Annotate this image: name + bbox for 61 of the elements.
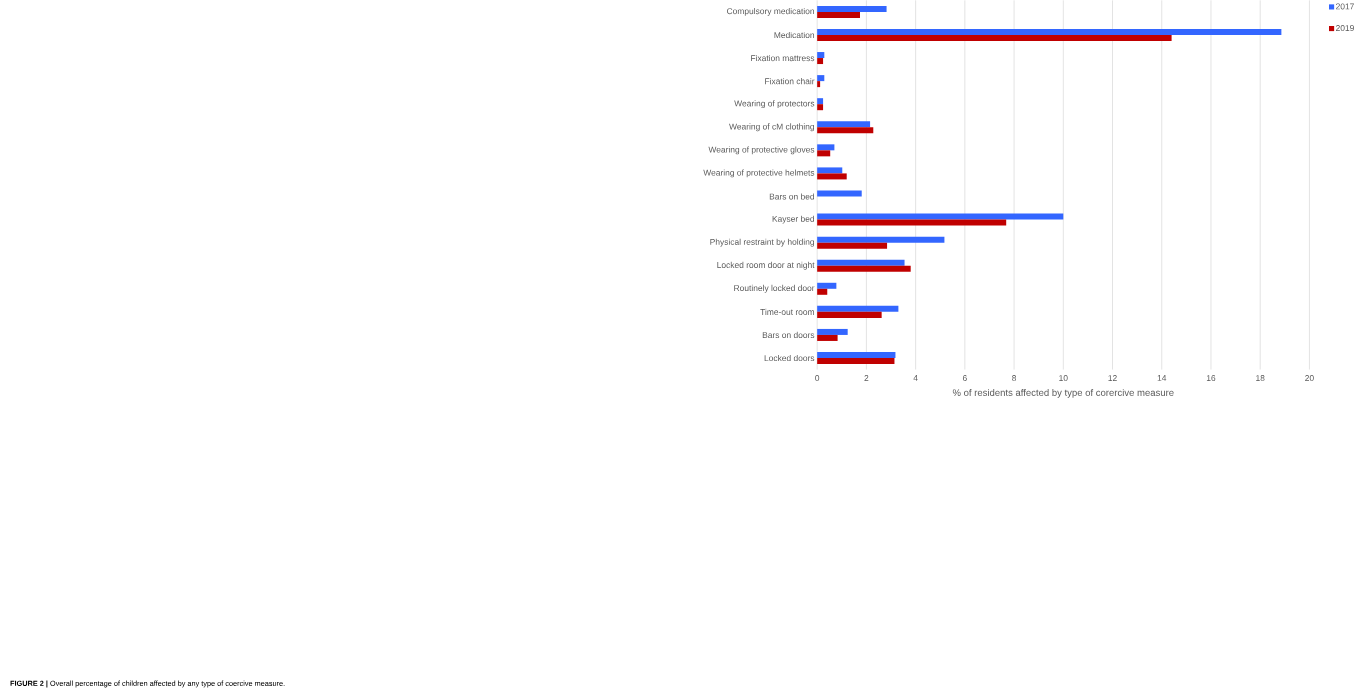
bar (817, 81, 821, 88)
bar (817, 127, 874, 134)
bar (817, 144, 835, 151)
y-tick-label: Time-out room (760, 308, 815, 315)
bar (817, 34, 1172, 41)
x-axis-title: % of residents affected by type of corercive measure (952, 388, 1174, 398)
y-tick-label: Routinely locked door (734, 284, 815, 293)
x-tick-label: 16 (1206, 374, 1216, 381)
y-tick-label: Medication (774, 31, 815, 38)
x-tick-label: 2 (864, 374, 869, 381)
bar (817, 51, 825, 58)
y-tick-label: Locked room door at night (717, 261, 815, 270)
bar (817, 57, 824, 64)
x-tick-label: 10 (1059, 374, 1068, 381)
bar (817, 219, 1007, 226)
y-tick-label: Compulsory medication (726, 7, 815, 16)
y-tick-label: Wearing of protective gloves (708, 146, 815, 155)
x-tick-label: 14 (1157, 374, 1167, 381)
y-tick-label: Locked doors (764, 354, 815, 361)
x-tick-label: 4 (913, 374, 918, 381)
x-tick-label: 8 (1012, 374, 1017, 381)
bar (817, 236, 945, 243)
y-tick-label: Wearing of cM clothing (729, 123, 815, 132)
bar (817, 190, 862, 197)
bar (817, 282, 837, 289)
y-tick-label: Fixation chair (765, 77, 815, 85)
bar (817, 167, 843, 174)
x-tick-label: 6 (962, 374, 967, 381)
x-tick-label: 12 (1108, 374, 1117, 381)
y-tick-label: Fixation mattress (751, 54, 815, 62)
bar (817, 288, 828, 295)
bar (817, 259, 905, 266)
x-tick-label: 18 (1256, 374, 1265, 381)
bar (817, 121, 871, 128)
bar (817, 311, 882, 318)
bar (817, 75, 825, 82)
bar (817, 357, 895, 364)
y-tick-label: Kayser bed (772, 215, 815, 224)
bar (817, 5, 887, 12)
bar (817, 150, 831, 157)
bar (817, 265, 911, 272)
y-tick-label: Physical restraint by holding (710, 238, 815, 247)
y-tick-label: Bars on bed (769, 193, 815, 200)
bar (817, 213, 1064, 220)
bar (817, 104, 824, 111)
bar (817, 334, 838, 341)
x-tick-label: 20 (1305, 374, 1314, 381)
bar (817, 351, 896, 358)
bar (817, 28, 1282, 35)
legend-label: 2019 (1336, 24, 1354, 31)
legend-label: 2017 (1336, 3, 1354, 10)
bar (817, 328, 848, 335)
bar (817, 11, 860, 18)
bar (817, 173, 847, 180)
x-tick-label: 0 (815, 374, 820, 381)
y-tick-label: Wearing of protectors (734, 100, 815, 109)
bar (817, 98, 824, 105)
y-tick-label: Wearing of protective helmets (703, 169, 815, 178)
bar (817, 305, 899, 312)
bar (817, 242, 888, 249)
y-tick-label: Bars on doors (762, 331, 815, 338)
